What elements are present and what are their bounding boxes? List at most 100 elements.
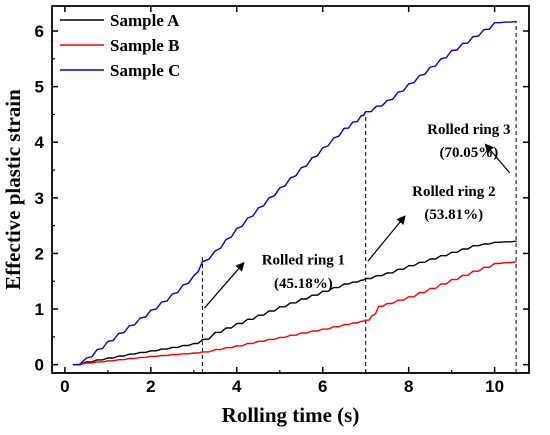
- data-point: [279, 336, 281, 339]
- data-point: [360, 279, 363, 281]
- data-point: [201, 339, 204, 341]
- data-point: [300, 298, 302, 300]
- data-point: [429, 66, 431, 68]
- data-point: [236, 322, 238, 325]
- data-point: [236, 227, 238, 230]
- data-point: [193, 342, 195, 345]
- data-point: [300, 332, 302, 334]
- series-layer: [72, 20, 517, 366]
- data-point: [429, 258, 431, 260]
- y-tick-label: 0: [35, 356, 44, 375]
- data-point: [171, 354, 173, 356]
- data-point: [107, 360, 109, 362]
- data-point: [429, 287, 431, 290]
- data-point: [128, 357, 130, 360]
- data-point: [408, 83, 410, 85]
- data-point: [386, 99, 388, 102]
- data-point: [128, 325, 130, 327]
- data-point: [360, 320, 363, 322]
- reference-lines: [201, 21, 517, 373]
- data-point: [322, 328, 324, 330]
- x-tick-label: 8: [404, 377, 413, 396]
- data-point: [365, 277, 367, 280]
- data-point: [201, 351, 204, 353]
- series-line-sample-b: [73, 261, 517, 366]
- plot-area: [51, 5, 530, 374]
- y-tick-label: 1: [35, 300, 44, 319]
- data-point: [386, 302, 388, 305]
- data-point: [408, 296, 410, 298]
- data-point: [150, 350, 152, 352]
- legend-label: Sample B: [110, 36, 179, 55]
- annotation-label: Rolled ring 2: [412, 184, 495, 200]
- data-point: [451, 278, 453, 281]
- data-point: [343, 324, 345, 326]
- data-point: [494, 22, 496, 24]
- data-point: [107, 340, 109, 342]
- y-tick-label: 4: [35, 133, 45, 152]
- data-point: [214, 331, 216, 334]
- legend: Sample A Sample B Sample C: [60, 11, 180, 80]
- data-point: [72, 364, 75, 366]
- data-point: [451, 49, 453, 52]
- data-point: [365, 111, 367, 113]
- annotation-value: (70.05%): [439, 145, 498, 161]
- data-point: [494, 262, 496, 265]
- data-point: [150, 355, 152, 357]
- data-point: [472, 35, 474, 38]
- data-point: [515, 261, 517, 263]
- data-point: [201, 261, 204, 263]
- y-axis-title: Effective plastic strain: [1, 89, 25, 290]
- annotation-arrow: [367, 215, 406, 262]
- data-point: [451, 251, 453, 253]
- annotation-arrow: [484, 143, 511, 174]
- data-point: [279, 187, 281, 189]
- data-point: [322, 290, 324, 292]
- annotations: Rolled ring 1 (45.18%) Rolled ring 2 (53.81…: [204, 122, 511, 309]
- y-tick-label: 6: [35, 22, 44, 41]
- data-point: [150, 309, 152, 311]
- data-point: [322, 147, 324, 149]
- data-point: [85, 361, 87, 363]
- axis-ticks: 0 2 4 6 8 10 0 1 2 3 4 5 6: [35, 6, 529, 396]
- data-point: [386, 272, 388, 274]
- data-point: [515, 20, 517, 23]
- legend-label: Sample C: [110, 61, 180, 80]
- annotation-value: (45.18%): [274, 276, 333, 292]
- data-point: [193, 275, 195, 277]
- data-point: [472, 270, 474, 272]
- y-tick-label: 2: [35, 244, 44, 263]
- data-point: [494, 241, 496, 243]
- data-point: [360, 114, 363, 117]
- x-tick-label: 10: [485, 377, 504, 396]
- y-tick-label: 3: [35, 189, 44, 208]
- data-point: [257, 314, 259, 316]
- annotation-label: Rolled ring 3: [427, 122, 510, 138]
- y-tick-label: 5: [35, 78, 44, 97]
- data-point: [171, 346, 173, 349]
- data-point: [257, 207, 259, 209]
- data-point: [343, 283, 345, 285]
- x-tick-label: 2: [146, 377, 155, 396]
- x-tick-label: 6: [318, 377, 327, 396]
- data-point: [371, 315, 373, 317]
- annotation-label: Rolled ring 1: [262, 253, 345, 269]
- annotation-value: (53.81%): [424, 207, 483, 223]
- data-point: [300, 167, 302, 169]
- data-point: [236, 345, 238, 347]
- data-point: [107, 357, 109, 359]
- data-point: [171, 293, 173, 295]
- data-point: [515, 240, 517, 242]
- x-axis-title: Rolling time (s): [222, 403, 360, 427]
- data-point: [377, 305, 380, 307]
- x-tick-label: 4: [232, 377, 242, 396]
- plot-frame: [51, 5, 530, 374]
- data-point: [214, 349, 216, 351]
- data-point: [128, 353, 130, 355]
- data-point: [343, 127, 345, 129]
- data-point: [193, 352, 195, 354]
- data-point: [257, 340, 259, 342]
- data-point: [408, 265, 410, 267]
- data-point: [85, 357, 87, 359]
